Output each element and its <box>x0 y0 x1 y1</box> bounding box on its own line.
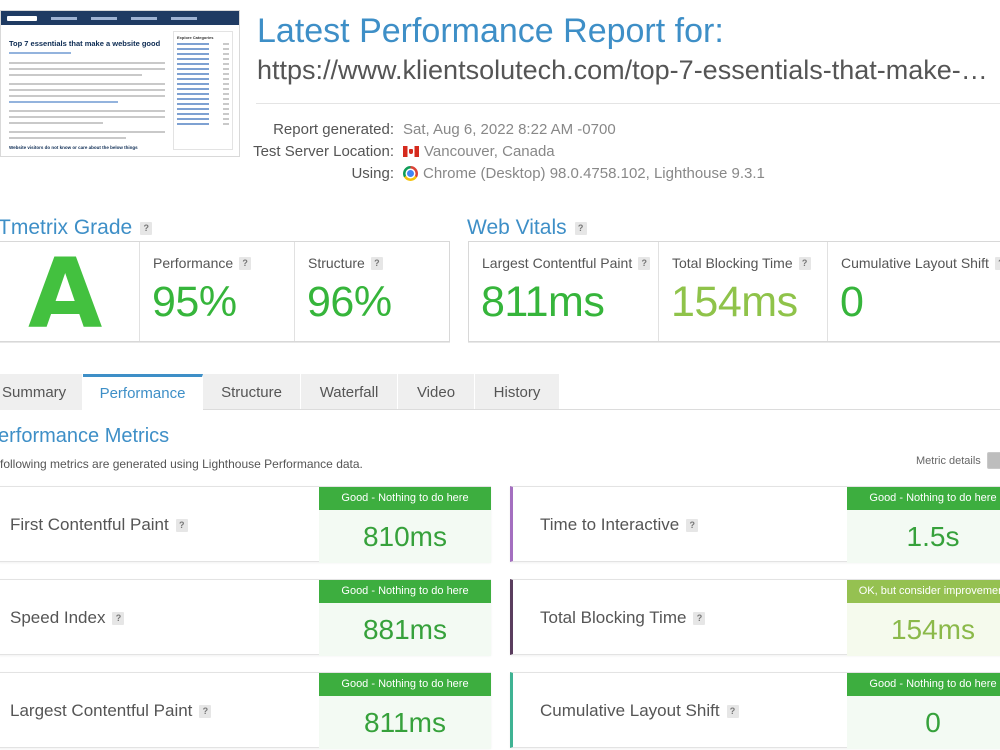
web-vitals-box: Largest Contentful Paint ? 811ms Total B… <box>468 241 1000 342</box>
help-icon[interactable]: ? <box>994 256 1000 270</box>
structure-score: 96% <box>307 278 392 326</box>
vital-tbt-cell: Total Blocking Time ? 154ms <box>658 242 827 341</box>
help-icon[interactable]: ? <box>112 611 125 625</box>
report-url[interactable]: https://www.klientsolutech.com/top-7-ess… <box>257 55 1000 85</box>
performance-score: 95% <box>152 278 237 326</box>
status-badge: OK, but consider improvement <box>847 580 1000 603</box>
meta-using: Using: Chrome (Desktop) 98.0.4758.102, L… <box>351 165 765 182</box>
metric-value: 1.5s <box>847 510 1000 563</box>
performance-score-cell: Performance ? 95% <box>139 242 294 341</box>
help-icon[interactable]: ? <box>239 256 252 270</box>
report-title: Latest Performance Report for: <box>257 12 724 50</box>
help-icon[interactable]: ? <box>199 704 212 718</box>
thumbnail-logo <box>7 15 37 21</box>
tab-waterfall[interactable]: Waterfall <box>301 374 398 410</box>
metric-value: 0 <box>847 696 1000 749</box>
help-icon[interactable]: ? <box>370 256 383 270</box>
status-badge: Good - Nothing to do here <box>319 487 491 510</box>
help-icon[interactable]: ? <box>686 518 699 532</box>
web-vitals-heading: Web Vitals ? <box>467 216 587 240</box>
vital-lcp-value: 811ms <box>481 278 605 326</box>
performance-metrics-description: following metrics are generated using Li… <box>0 457 363 471</box>
thumbnail-site-header <box>1 11 239 25</box>
metric-details-toggle[interactable] <box>986 452 1000 469</box>
metric-value: 881ms <box>319 603 491 656</box>
tab-summary[interactable]: Summary <box>0 374 83 410</box>
help-icon[interactable]: ? <box>798 256 811 270</box>
chrome-icon <box>403 166 418 181</box>
metric-value: 154ms <box>847 603 1000 656</box>
metric-card-lcp: Largest Contentful Paint ? Good - Nothin… <box>0 672 491 749</box>
metric-card-fcp: First Contentful Paint ? Good - Nothing … <box>0 486 491 563</box>
grade-heading: Tmetrix Grade ? <box>0 216 153 240</box>
status-badge: Good - Nothing to do here <box>319 580 491 603</box>
page-screenshot-thumbnail[interactable]: Top 7 essentials that make a website goo… <box>0 10 240 157</box>
vital-cls-value: 0 <box>840 278 864 326</box>
grade-box: A Performance ? 95% Structure ? 96% <box>0 238 450 350</box>
grade-letter: A <box>28 238 103 350</box>
status-badge: Good - Nothing to do here <box>847 673 1000 696</box>
header-divider <box>256 103 1000 104</box>
tab-history[interactable]: History <box>475 374 560 410</box>
help-icon[interactable]: ? <box>175 518 188 532</box>
report-tabs: Summary Performance Structure Waterfall … <box>0 374 560 410</box>
metric-card-tti: Time to Interactive ? Good - Nothing to … <box>510 486 1000 563</box>
status-badge: Good - Nothing to do here <box>847 487 1000 510</box>
metric-value: 811ms <box>319 696 491 749</box>
grade-cell: A <box>0 238 139 350</box>
metric-card-speed-index: Speed Index ? Good - Nothing to do here … <box>0 579 491 656</box>
performance-metrics-heading: erformance Metrics <box>0 425 170 447</box>
vital-tbt-value: 154ms <box>671 278 798 326</box>
tab-structure[interactable]: Structure <box>203 374 301 410</box>
meta-report-generated: Report generated: Sat, Aug 6, 2022 8:22 … <box>273 121 616 138</box>
help-icon[interactable]: ? <box>638 256 651 270</box>
meta-test-server-location: Test Server Location: Vancouver, Canada <box>253 143 555 160</box>
metric-value: 810ms <box>319 510 491 563</box>
structure-score-cell: Structure ? 96% <box>294 242 449 341</box>
metric-details-toggle-wrap: Metric details <box>916 452 1000 469</box>
vital-cls-cell: Cumulative Layout Shift ? 0 <box>827 242 1000 341</box>
vital-lcp-cell: Largest Contentful Paint ? 811ms <box>469 242 658 341</box>
thumbnail-article-title: Top 7 essentials that make a website goo… <box>9 39 161 48</box>
thumbnail-section-heading: Website visitors do not know or care abo… <box>9 145 138 150</box>
help-icon[interactable]: ? <box>140 221 153 235</box>
metric-card-cls: Cumulative Layout Shift ? Good - Nothing… <box>510 672 1000 749</box>
tab-video[interactable]: Video <box>398 374 475 410</box>
thumbnail-sidebar: Explore Categories <box>173 31 233 150</box>
tab-performance[interactable]: Performance <box>83 374 203 410</box>
help-icon[interactable]: ? <box>726 704 739 718</box>
status-badge: Good - Nothing to do here <box>319 673 491 696</box>
help-icon[interactable]: ? <box>574 221 587 235</box>
metric-card-tbt: Total Blocking Time ? OK, but consider i… <box>510 579 1000 656</box>
help-icon[interactable]: ? <box>693 611 706 625</box>
canada-flag-icon <box>403 146 419 157</box>
